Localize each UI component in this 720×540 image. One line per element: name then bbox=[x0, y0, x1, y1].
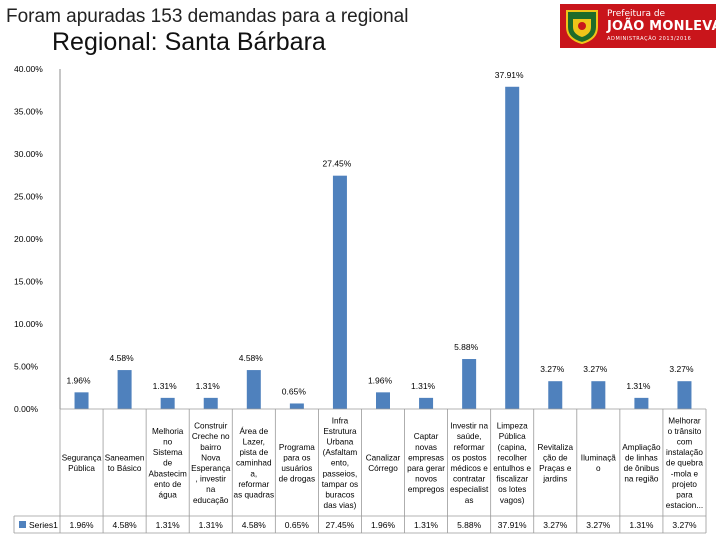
data-label: 1.31% bbox=[196, 381, 221, 391]
bar bbox=[74, 392, 89, 409]
bars bbox=[74, 86, 692, 409]
data-label: 1.96% bbox=[66, 375, 91, 385]
data-label: 4.58% bbox=[239, 353, 264, 363]
y-tick-label: 20.00% bbox=[14, 234, 43, 244]
y-tick-label: 40.00% bbox=[14, 64, 43, 74]
table-value: 1.31% bbox=[156, 520, 181, 530]
bar bbox=[160, 397, 175, 409]
bar bbox=[677, 381, 692, 409]
data-label: 1.31% bbox=[626, 381, 651, 391]
logo-prefix: Prefeitura de bbox=[607, 9, 666, 19]
page-title: Regional: Santa Bárbara bbox=[52, 28, 326, 56]
bar bbox=[548, 381, 563, 409]
bar bbox=[246, 370, 261, 409]
bar bbox=[505, 86, 520, 409]
table-value: 1.96% bbox=[69, 520, 94, 530]
bar bbox=[462, 359, 477, 409]
data-labels: 1.96% 4.58% 1.31% 1.31% 4.58% 0.65% 27.45% 1.96… bbox=[66, 70, 693, 397]
bar bbox=[117, 370, 132, 409]
table-value: 3.27% bbox=[672, 520, 697, 530]
x-tick-label: Construir Creche no bairro Nova Esperança, i… bbox=[191, 422, 231, 505]
bar bbox=[376, 392, 390, 409]
bar bbox=[332, 175, 347, 409]
data-label: 1.31% bbox=[153, 381, 178, 391]
table-value: 4.58% bbox=[113, 520, 138, 530]
y-tick-label: 25.00% bbox=[14, 192, 43, 202]
x-tick-label: Investir na saúde, reformar os postos médico… bbox=[450, 422, 489, 505]
data-label: 27.45% bbox=[323, 159, 352, 169]
table-value: 27.45% bbox=[326, 520, 355, 530]
x-tick-label: Canalizar Córrego bbox=[366, 453, 401, 473]
table-value: 37.91% bbox=[498, 520, 527, 530]
table-value: 3.27% bbox=[586, 520, 611, 530]
table-value: 3.27% bbox=[543, 520, 568, 530]
headline: Foram apuradas 153 demandas para a regio… bbox=[6, 6, 409, 27]
data-label: 1.96% bbox=[368, 375, 393, 385]
x-tick-label: Melhoria no Sistema de Abastecim ento de água bbox=[149, 427, 187, 500]
data-label: 3.27% bbox=[540, 364, 565, 374]
table-value: 0.65% bbox=[285, 520, 310, 530]
bar bbox=[203, 397, 218, 409]
crest-icon bbox=[566, 10, 598, 45]
x-tick-label: Revitaliza ção de Praças e jardins bbox=[538, 443, 574, 484]
table-value: 1.31% bbox=[414, 520, 439, 530]
data-label: 4.58% bbox=[110, 353, 135, 363]
data-label: 3.27% bbox=[669, 364, 694, 374]
x-tick-label: Iluminaçã o bbox=[581, 453, 616, 473]
x-tick-label: Saneamen to Básico bbox=[105, 453, 145, 473]
y-tick-label: 10.00% bbox=[14, 319, 43, 329]
x-tick-label: Segurança Pública bbox=[62, 453, 102, 473]
x-tick-label: Ampliação de linhas de ônibus na região bbox=[622, 443, 661, 484]
x-tick-label: Melhorar o trânsito com instalação de quebra… bbox=[666, 416, 704, 510]
y-tick-label: 35.00% bbox=[14, 107, 43, 117]
table-value: 4.58% bbox=[242, 520, 267, 530]
legend-swatch bbox=[19, 521, 26, 528]
y-tick-label: 15.00% bbox=[14, 277, 43, 287]
bar bbox=[634, 397, 649, 409]
bar bbox=[289, 403, 304, 409]
table-value: 1.31% bbox=[199, 520, 224, 530]
table-value: 5.88% bbox=[457, 520, 482, 530]
data-label: 37.91% bbox=[495, 70, 524, 80]
x-tick-label: Captar novas empresas para gerar novos empreg… bbox=[407, 432, 445, 494]
y-tick-label: 30.00% bbox=[14, 149, 43, 159]
x-tick-label: Programa para os usuários de drogas bbox=[279, 443, 316, 484]
x-tick-label: Infra Estrutura Urbana (Asfaltam ento, passei… bbox=[322, 416, 358, 510]
x-tick-label: Limpeza Pública (capina, recolher entulhos e… bbox=[493, 422, 531, 505]
data-label: 3.27% bbox=[583, 364, 608, 374]
y-tick-label: 5.00% bbox=[14, 362, 39, 372]
data-label: 0.65% bbox=[282, 386, 307, 396]
data-label: 1.31% bbox=[411, 381, 436, 391]
legend-series-name: Series1 bbox=[29, 520, 58, 530]
y-tick-label: 0.00% bbox=[14, 404, 39, 414]
bar bbox=[419, 397, 434, 409]
logo-city: JOÃO MONLEVADE bbox=[607, 19, 720, 34]
table-value: 1.31% bbox=[629, 520, 654, 530]
city-logo: Prefeitura de JOÃO MONLEVADE ADMINISTRAÇ… bbox=[560, 4, 720, 48]
table-value: 1.96% bbox=[371, 520, 396, 530]
data-label: 5.88% bbox=[454, 342, 479, 352]
bar bbox=[591, 381, 606, 409]
y-axis: 0.00% 5.00% 10.00% 15.00% 20.00% 25.00% 30.00%… bbox=[14, 64, 61, 414]
logo-subline: ADMINISTRAÇÃO 2013/2016 bbox=[607, 36, 692, 42]
x-tick-label: Área de Lazer, pista de caminhad a, reformar a… bbox=[234, 426, 275, 500]
